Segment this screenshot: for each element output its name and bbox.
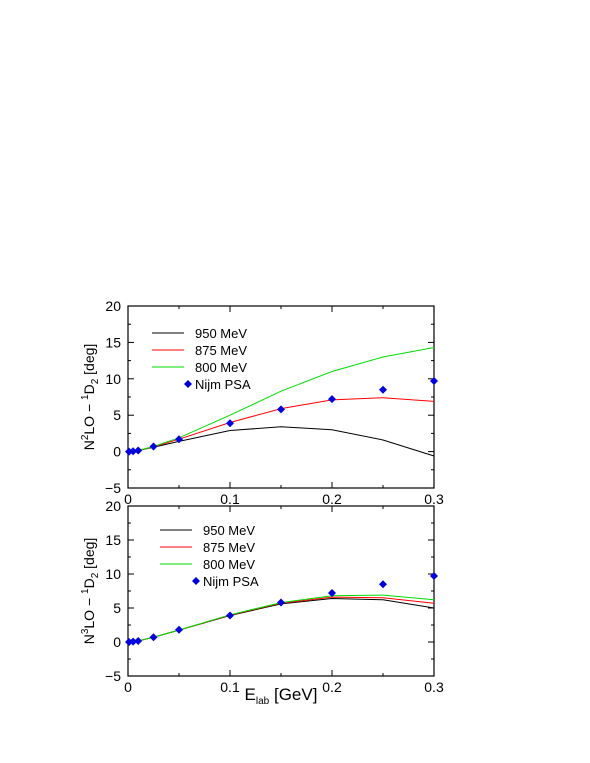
plot-frame	[127, 505, 435, 677]
nijm-psa-point	[430, 376, 438, 385]
x-tick-label: 0.2	[322, 491, 342, 507]
y-tick-label: 5	[113, 407, 121, 423]
y-tick-label: 0	[113, 634, 121, 650]
x-tick-label: 0.1	[220, 491, 240, 507]
y-tick-label: −5	[105, 668, 121, 684]
legend-label: 950 MeV	[195, 326, 247, 341]
y-tick-label: 20	[105, 298, 121, 314]
y-tick-label: 10	[105, 566, 121, 582]
nijm-psa-point	[134, 446, 143, 455]
nijm-psa-point	[175, 625, 183, 634]
nijm-psa-point	[129, 447, 138, 456]
legend-label: 875 MeV	[195, 343, 247, 358]
nijm-psa-point	[226, 419, 234, 428]
nijm-psa-point	[277, 598, 285, 607]
legend-label: 800 MeV	[195, 360, 247, 375]
legend: 950 MeV 875 MeV 800 MeV Nijm PSA	[152, 326, 251, 392]
y-axis-label: N3LO − 1D2 [deg]	[80, 538, 101, 645]
nijm-psa-point	[175, 435, 183, 444]
x-tick-label: 0.3	[424, 679, 444, 695]
x-tick-label: 0	[124, 491, 132, 507]
legend-label: Nijm PSA	[195, 377, 251, 392]
series-line-950-mev	[127, 426, 435, 457]
legend-label: 875 MeV	[203, 540, 255, 555]
y-tick-label: 15	[105, 532, 121, 548]
y-tick-label: 15	[105, 334, 121, 350]
x-axis-label: Elab [GeV]	[245, 685, 318, 707]
nijm-psa-point	[149, 442, 158, 451]
y-tick-label: 10	[105, 371, 121, 387]
nijm-psa-point	[129, 637, 138, 646]
nijm-psa-point	[226, 611, 234, 620]
nijm-psa-point	[328, 589, 336, 598]
nijm-psa-point	[134, 636, 143, 645]
legend: 950 MeV 875 MeV 800 MeV Nijm PSA	[160, 523, 259, 589]
x-tick-label: 0.1	[220, 679, 240, 695]
nijm-psa-point	[149, 633, 158, 642]
legend-label: Nijm PSA	[203, 574, 259, 589]
y-tick-label: 0	[113, 444, 121, 460]
nijm-psa-point	[277, 405, 285, 414]
y-axis-label: N2LO − 1D2 [deg]	[80, 344, 101, 451]
y-tick-label: 5	[113, 600, 121, 616]
series-line-800-mev	[127, 347, 435, 453]
legend-marker	[192, 577, 200, 585]
y-tick-label: 20	[105, 498, 121, 514]
legend-label: 950 MeV	[203, 523, 255, 538]
legend-label: 800 MeV	[203, 557, 255, 572]
x-tick-label: 0.2	[322, 679, 342, 695]
x-tick-label: 0.3	[424, 491, 444, 507]
x-tick-label: 0	[124, 679, 132, 695]
nijm-psa-point	[379, 385, 387, 394]
nijm-psa-point	[328, 395, 336, 404]
legend-marker	[184, 380, 192, 388]
nijm-psa-point	[379, 580, 387, 589]
y-tick-label: −5	[105, 480, 121, 496]
nijm-psa-point	[430, 572, 438, 581]
